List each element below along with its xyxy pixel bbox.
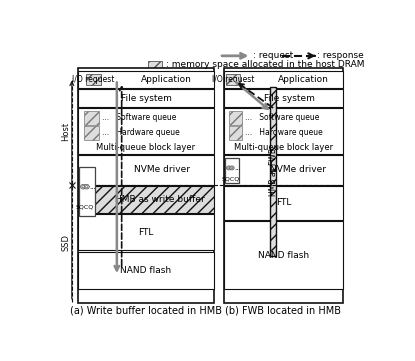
Bar — [78, 68, 214, 303]
Text: ...   Hardware queue: ... Hardware queue — [245, 129, 323, 138]
Text: ...   Software queue: ... Software queue — [102, 113, 176, 122]
Text: ...   Hardware queue: ... Hardware queue — [102, 129, 180, 138]
Bar — [78, 108, 214, 154]
Text: FTL: FTL — [138, 228, 154, 237]
Bar — [78, 186, 214, 213]
Circle shape — [85, 186, 88, 188]
Text: (a) Write buffer located in HMB: (a) Write buffer located in HMB — [70, 305, 222, 315]
Bar — [84, 126, 99, 140]
Text: Application: Application — [141, 75, 192, 84]
Bar — [224, 108, 343, 154]
Text: SSD: SSD — [61, 234, 71, 251]
Text: NVMe driver: NVMe driver — [134, 165, 190, 174]
Text: FTL: FTL — [276, 198, 291, 207]
Bar — [79, 167, 95, 216]
Text: SQCQ: SQCQ — [76, 205, 94, 210]
Bar — [224, 155, 343, 184]
Text: HMB as FWB: HMB as FWB — [269, 148, 278, 196]
Bar — [84, 110, 99, 125]
Text: Multi-queue block layer: Multi-queue block layer — [234, 143, 333, 152]
Bar — [149, 61, 162, 68]
Text: I/O request: I/O request — [72, 75, 115, 84]
Text: SQCQ: SQCQ — [221, 176, 239, 181]
Circle shape — [84, 184, 89, 189]
Text: HMB as write buffer: HMB as write buffer — [115, 195, 205, 204]
Bar — [224, 186, 343, 220]
Text: : response: : response — [317, 51, 364, 60]
Circle shape — [228, 167, 230, 169]
Bar — [270, 87, 276, 256]
Text: NAND flash: NAND flash — [258, 251, 309, 260]
Bar — [224, 90, 343, 107]
Bar — [224, 68, 343, 303]
Text: : memory space allocated in the host DRAM: : memory space allocated in the host DRA… — [166, 60, 364, 69]
Text: ...: ... — [234, 165, 241, 171]
Bar — [225, 158, 239, 183]
Bar — [226, 74, 240, 85]
Text: File system: File system — [120, 94, 171, 103]
Circle shape — [229, 166, 234, 170]
Bar — [229, 126, 242, 140]
Bar — [85, 74, 101, 85]
Text: ...   Software queue: ... Software queue — [245, 113, 320, 122]
Text: Host: Host — [61, 122, 71, 141]
Bar — [224, 71, 343, 88]
Text: Application: Application — [278, 75, 329, 84]
Circle shape — [231, 167, 233, 169]
Circle shape — [81, 184, 86, 189]
Bar — [78, 90, 214, 107]
Text: ...: ... — [89, 184, 96, 190]
Text: File system: File system — [264, 94, 315, 103]
Bar — [78, 155, 214, 184]
Bar — [78, 71, 214, 88]
Bar — [224, 221, 343, 289]
Bar — [78, 214, 214, 251]
Text: (b) FWB located in HMB: (b) FWB located in HMB — [225, 305, 342, 315]
Text: Multi-queue block layer: Multi-queue block layer — [96, 143, 195, 152]
Bar — [229, 110, 242, 125]
Text: I/O request: I/O request — [212, 75, 254, 84]
Bar — [78, 252, 214, 289]
Text: NVMe driver: NVMe driver — [270, 165, 326, 174]
Circle shape — [227, 166, 231, 170]
Circle shape — [82, 186, 84, 188]
Text: : request: : request — [253, 51, 293, 60]
Text: NAND flash: NAND flash — [120, 266, 171, 275]
